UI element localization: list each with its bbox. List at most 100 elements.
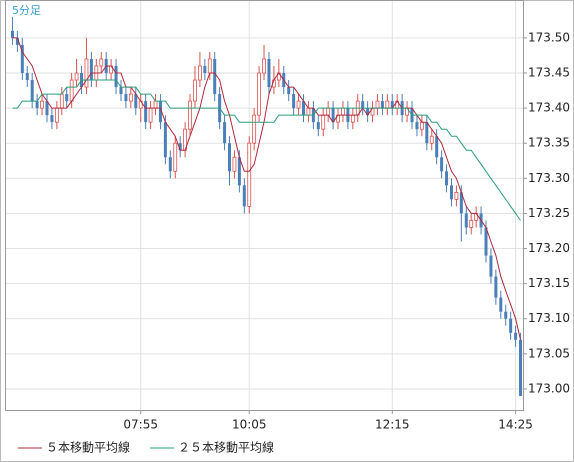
candle-body <box>188 100 192 130</box>
candle-body <box>287 87 291 95</box>
candle-body <box>429 135 434 144</box>
candle-body <box>59 93 64 109</box>
candle-body <box>232 156 237 172</box>
candle-body <box>252 114 257 144</box>
legend-label: ２５本移動平均線 <box>178 440 274 455</box>
y-tick-label: 173.20 <box>528 241 570 255</box>
y-tick-label: 173.10 <box>528 311 570 325</box>
candle-body <box>203 65 207 74</box>
candle-body <box>69 79 74 102</box>
candle-body <box>168 157 172 172</box>
candle-body <box>435 136 439 158</box>
candle-body <box>198 65 202 81</box>
candle-body <box>119 87 123 95</box>
candle-body <box>124 94 128 102</box>
x-tick-label: 07:55 <box>123 418 158 432</box>
candle-body <box>499 297 503 312</box>
candle-body <box>419 121 424 130</box>
candle-body <box>178 143 182 151</box>
candle-body <box>15 37 19 45</box>
candle-body <box>454 191 459 200</box>
candle-body <box>25 73 29 81</box>
candle-body <box>504 311 508 319</box>
candle-body <box>464 213 468 228</box>
candle-body <box>30 80 34 102</box>
candle-body <box>449 185 453 200</box>
candle-body <box>114 65 118 88</box>
candle-body <box>425 122 429 144</box>
candle-body <box>153 100 158 109</box>
y-tick-label: 173.40 <box>528 101 570 115</box>
chart-title: 5分足 <box>12 4 41 17</box>
x-tick-label: 14:25 <box>498 418 533 432</box>
candle-body <box>40 100 44 109</box>
candle-body <box>207 58 212 74</box>
candle-body <box>494 276 498 298</box>
moving-average <box>12 79 521 221</box>
candle-body <box>45 101 49 116</box>
legend-label: ５本移動平均線 <box>46 440 130 455</box>
candle-body <box>35 101 39 109</box>
candle-body <box>223 122 227 144</box>
candle-body <box>316 122 320 130</box>
candle-body <box>89 58 93 81</box>
candle-body <box>484 227 488 256</box>
candle-body <box>306 107 311 116</box>
x-tick-label: 10:05 <box>232 418 267 432</box>
candle-body <box>54 107 59 123</box>
candle-body <box>375 100 380 109</box>
candle-body <box>134 94 138 109</box>
candle-body <box>213 58 217 95</box>
moving-average <box>12 37 521 340</box>
candle-body <box>292 94 296 109</box>
y-tick-label: 173.00 <box>528 381 570 395</box>
candle-body <box>267 58 271 88</box>
candle-body <box>445 171 449 186</box>
candle-body <box>20 44 24 74</box>
candle-body <box>385 100 390 109</box>
candle-body <box>366 108 370 116</box>
candle-body <box>237 157 241 186</box>
candle-body <box>257 72 262 116</box>
candle-body <box>326 107 331 116</box>
candle-body <box>65 94 69 102</box>
y-tick-label: 173.15 <box>528 276 570 290</box>
candle-body <box>519 339 523 396</box>
candle-body <box>144 101 148 123</box>
candle-body <box>242 185 246 207</box>
y-tick-label: 173.50 <box>528 30 570 44</box>
candle-body <box>128 93 133 102</box>
candle-body <box>321 114 326 130</box>
candle-body <box>84 58 89 88</box>
candle-body <box>247 142 252 207</box>
candle-body <box>99 58 104 67</box>
candle-body <box>509 318 513 333</box>
candle-body <box>296 100 301 109</box>
candle-body <box>331 108 335 123</box>
candle-body <box>380 101 384 109</box>
candle-body <box>350 114 355 123</box>
candle-body <box>301 101 305 116</box>
candle-body <box>469 220 474 228</box>
candle-body <box>10 30 14 38</box>
candle-body <box>390 101 394 109</box>
x-tick-label: 12:15 <box>375 418 410 432</box>
candle-body <box>489 255 493 277</box>
y-tick-label: 173.45 <box>528 66 570 80</box>
candle-body <box>74 72 79 81</box>
candle-body <box>173 142 178 172</box>
candle-body <box>514 332 518 340</box>
candle-body <box>193 79 197 102</box>
y-tick-label: 173.35 <box>528 136 570 150</box>
candle-body <box>262 58 266 74</box>
y-tick-label: 173.25 <box>528 206 570 220</box>
candle-body <box>459 192 463 214</box>
candle-body <box>415 122 419 130</box>
candle-body <box>228 143 232 172</box>
candle-body <box>341 107 345 116</box>
plot-border <box>5 0 524 411</box>
candle-body <box>148 107 153 123</box>
candle-body <box>163 122 167 158</box>
